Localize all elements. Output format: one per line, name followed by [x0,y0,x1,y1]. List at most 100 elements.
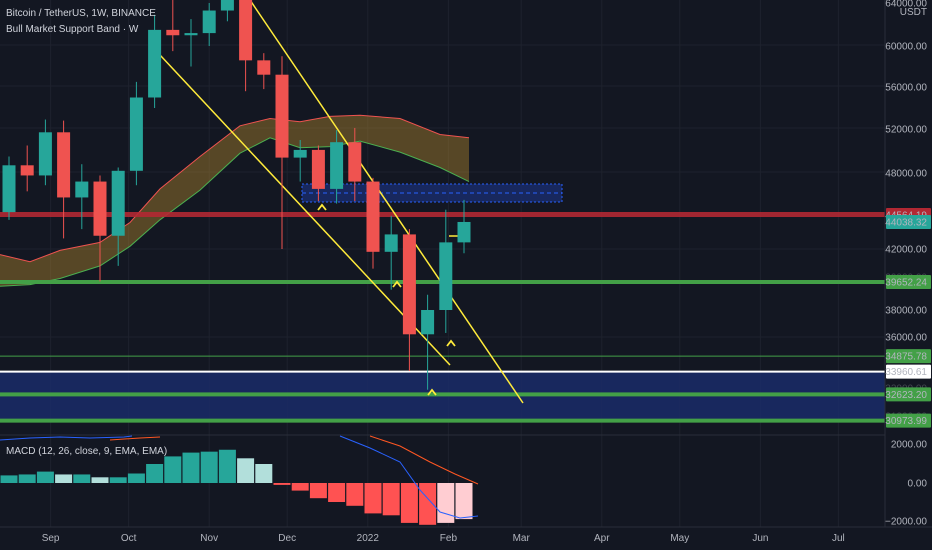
macd-line [0,435,133,441]
candle-body [311,149,325,189]
time-scale[interactable]: Sep Oct Nov Dec 2022 Feb Mar Apr May Jun Jul [0,526,932,550]
time-tick-label: Feb [440,533,458,544]
macd-histogram-bar [73,474,91,483]
macd-histogram-bar [455,483,473,520]
price-label-tag [886,214,931,229]
macd-histogram-bar [309,483,327,499]
macd-histogram-bar [346,483,364,506]
price-label-value: 32623.20 [885,390,927,401]
macd-histogram-bar [146,464,164,483]
time-tick-label: May [670,533,689,544]
candle-body [293,149,307,158]
macd-tick-label: 0.00 [908,479,928,490]
price-tick-label: 48000.00 [885,169,927,180]
candle-body [148,29,162,98]
time-tick-label: Oct [121,533,137,544]
caret-marker [427,388,437,396]
candle-body [75,181,89,198]
candle-body [2,165,16,213]
resistance-level-line [0,212,885,217]
candle-body [330,142,344,189]
macd-histogram-bar [273,483,291,485]
symbol-title[interactable]: Bitcoin / TetherUS, 1W, BINANCE [6,8,156,19]
candle-body [220,0,234,11]
annotation-markers [317,203,456,396]
time-tick-label: 2022 [357,533,380,544]
candles [2,0,471,390]
currency-label: USDT [900,7,927,18]
price-tick-label: 36000.00 [885,333,927,344]
price-label-tag [886,413,931,428]
candle-body [366,181,380,252]
macd-histogram-bar [218,449,236,483]
band-upper-line [0,114,470,263]
macd-histogram-bar [164,456,182,483]
macd-line [339,435,479,519]
time-tick-label: Mar [513,533,531,544]
caret-marker [446,339,456,347]
price-label-value: 34875.78 [885,352,927,363]
candle-body [348,142,362,182]
macd-histogram-bar [382,483,400,516]
signal-line [109,436,161,441]
signal-line [369,435,479,485]
time-tick-label: Nov [200,533,218,544]
macd-histogram-bar [419,483,437,525]
candle-body [57,132,71,198]
candle-body [93,181,107,236]
time-tick-label: Apr [594,533,610,544]
price-tick-label: 38000.00 [885,306,927,317]
macd-histogram-bar [255,464,273,483]
band-fill [0,115,469,287]
price-tick-label: 42000.00 [885,245,927,256]
price-tick-label: 56000.00 [885,83,927,94]
candle-body [275,74,289,158]
macd-title[interactable]: MACD (12, 26, close, 9, EMA, EMA) [6,446,168,457]
macd-histogram-bar [400,483,418,523]
macd-histogram-bar [291,483,309,491]
candle-body [457,221,471,243]
price-label-value: 44038.32 [885,217,927,228]
macd-histogram-bar [437,483,455,523]
support-zones [0,183,885,421]
price-tick-label: 60000.00 [885,42,927,53]
candle-body [166,29,180,36]
trendline [249,0,524,404]
macd-histogram-bar [109,477,127,483]
macd-histogram-bar [0,475,18,483]
price-tick-label: 64000.00 [885,0,927,10]
time-tick-label: Sep [42,533,60,544]
price-label-value: 39652.24 [885,278,927,289]
macd-histogram-bar [55,474,73,483]
candle-body [421,310,435,335]
candle-body [239,0,253,61]
macd-histogram-bar [36,471,54,483]
price-label-value: 30973.99 [885,416,927,427]
bull-market-support-band [0,114,470,287]
macd-tick-label: −2000.00 [885,517,927,528]
price-label-tag [886,364,931,379]
macd-histogram-bar [200,451,218,483]
price-label-tag [886,387,931,402]
caret-marker [317,203,327,211]
macd-histogram-bar [364,483,382,514]
macd-histogram-bar [328,483,346,502]
support-level-line [0,418,885,423]
candle-body [257,60,271,75]
macd-tick-label: 2000.00 [891,440,928,451]
price-label-value: 33960.61 [885,367,927,378]
candle-body [384,234,398,252]
candle-body [129,97,143,171]
candle-body [38,132,52,176]
caret-marker [392,280,402,288]
price-label-tag [886,349,931,364]
indicator-title[interactable]: Bull Market Support Band · W [6,24,139,35]
time-tick-label: Dec [278,533,296,544]
band-lower-line [0,137,470,287]
macd-histogram-bar [127,473,145,483]
time-tick-label: Jul [832,533,845,544]
candle-body [111,170,125,236]
candle-body [20,165,34,176]
time-scale-bg [0,527,932,550]
